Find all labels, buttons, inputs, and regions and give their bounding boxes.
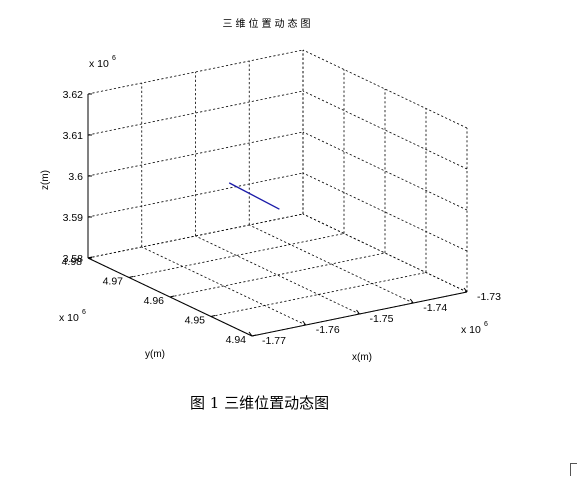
x-tick-mark [409, 298, 414, 304]
z-tick-label: 3.58 [63, 253, 84, 265]
gridline-rightwall-z [302, 131, 468, 211]
x-exponent-power: 6 [484, 321, 488, 328]
x-axis-exponent: x 10 6 [461, 321, 488, 336]
z-tick-label: 3.62 [63, 89, 84, 101]
x-tick-mark [302, 320, 307, 326]
x-tick-label: -1.76 [316, 324, 340, 336]
y-exponent-base: x 10 [59, 312, 79, 324]
z-exponent-base: x 10 [89, 58, 109, 70]
gridline-rightwall-z [302, 172, 468, 252]
chart-axes [87, 93, 468, 337]
y-tick-mark [87, 256, 93, 259]
x-tick-label: -1.74 [423, 302, 447, 314]
x-tick-label: -1.77 [262, 335, 286, 347]
gridline-rightwall-z [302, 213, 468, 293]
x-tick-mark [463, 287, 468, 293]
z-exponent-power: 6 [112, 55, 116, 62]
gridline-floor-x [141, 246, 306, 326]
x-tick-mark [356, 309, 360, 315]
chart-series [228, 182, 280, 210]
z-tick-label: 3.61 [63, 130, 84, 142]
y-axis-label: y(m) [145, 349, 165, 360]
gridline-backwall-z [87, 49, 304, 95]
x-axis-label: x(m) [352, 352, 372, 363]
y-tick-mark [210, 315, 216, 317]
gridline-floor-y [210, 272, 427, 317]
y-tick-label: 4.98 [62, 256, 83, 268]
y-tick-label: 4.96 [144, 295, 165, 307]
z-axis-label: z(m) [40, 170, 51, 190]
z-tick-label: 3.59 [63, 212, 84, 224]
z-tick-label: 3.6 [68, 171, 83, 183]
x-tick-label: -1.73 [477, 291, 501, 303]
y-axis-exponent: x 10 6 [59, 309, 86, 324]
y-tick-label: 4.94 [226, 334, 247, 346]
gridline-rightwall-z [302, 49, 468, 129]
gridline-floor-x [195, 235, 360, 315]
chart-tick-labels: 3.58 3.59 3.6 3.61 3.62 4.94 4.95 4.96 4.97 4.98 -… [62, 89, 502, 347]
gridline-backwall-z [87, 172, 304, 218]
gridline-floor-x [249, 224, 414, 304]
y-tick-mark [128, 276, 134, 278]
gridline-floor-y [128, 233, 345, 278]
y-tick-label: 4.97 [103, 276, 124, 288]
y-tick-mark [169, 295, 175, 298]
gridline-floor-y [169, 252, 386, 298]
gridline-backwall-z [87, 213, 304, 259]
chart-title: 三维位置动态图 [223, 17, 314, 30]
series-trajectory-line [228, 182, 280, 210]
gridline-backwall-z [87, 131, 304, 177]
x-exponent-base: x 10 [461, 324, 481, 336]
gridline-rightwall-z [302, 90, 468, 170]
chart-gridlines [87, 49, 468, 337]
y-exponent-power: 6 [82, 309, 86, 316]
x-tick-label: -1.75 [370, 313, 394, 325]
figure-caption: 图 1 三维位置动态图 [190, 394, 330, 412]
y-tick-label: 4.95 [185, 315, 206, 327]
z-axis-exponent: x 10 6 [89, 55, 116, 70]
page-corner-mark [570, 463, 577, 476]
y-tick-mark [251, 334, 257, 337]
gridline-backwall-z [87, 90, 304, 136]
x-tick-mark [248, 331, 253, 337]
